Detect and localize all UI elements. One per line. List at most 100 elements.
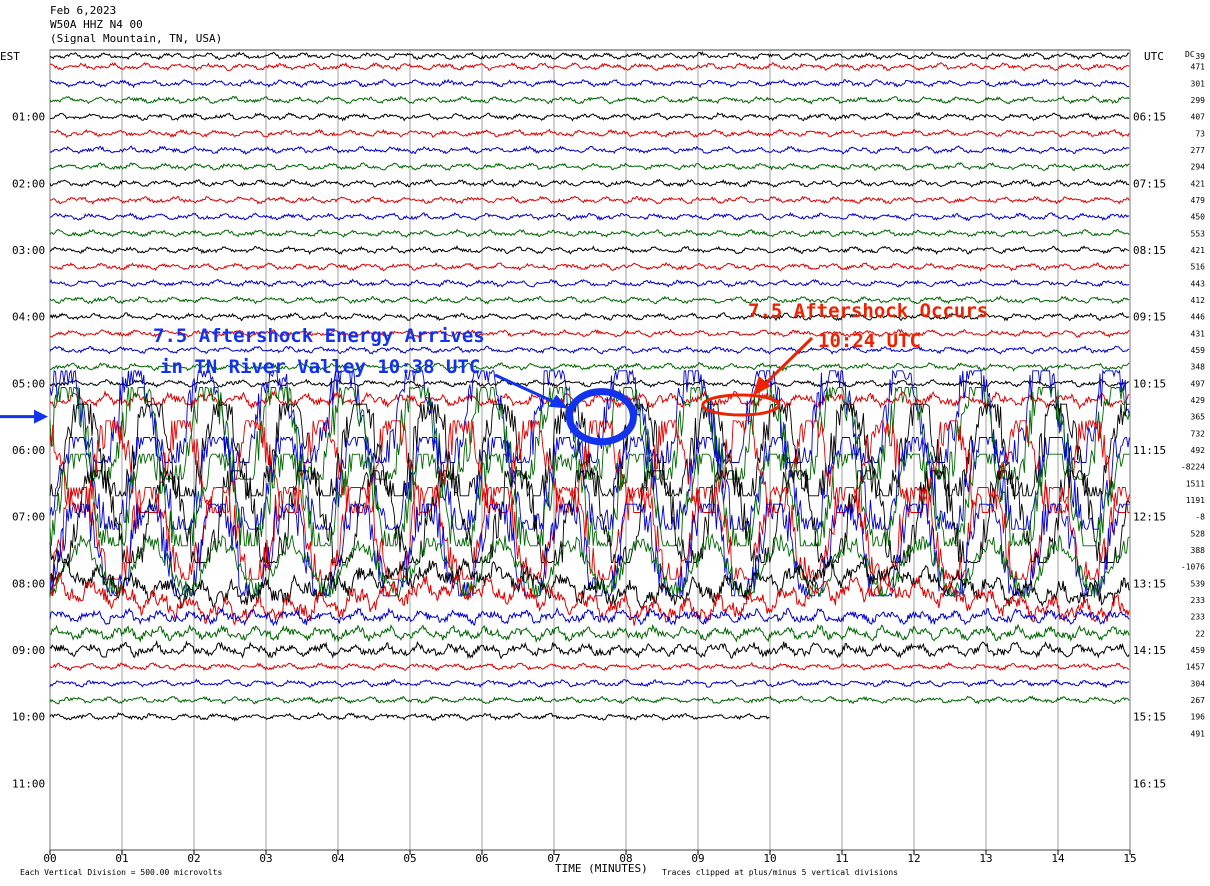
trace-row bbox=[49, 295, 1130, 305]
dc-offset-label: 471 bbox=[1191, 63, 1206, 72]
trace-row bbox=[49, 570, 1130, 626]
est-zone-label: EST bbox=[0, 50, 20, 63]
est-hour-label: 03:00 bbox=[12, 244, 45, 257]
utc-hour-label: 15:15 bbox=[1133, 711, 1166, 724]
dc-offset-label: 294 bbox=[1191, 163, 1206, 172]
arrival-text-line1: 7.5 Aftershock Energy Arrives bbox=[153, 325, 485, 347]
utc-hour-label: 07:15 bbox=[1133, 177, 1166, 190]
dc-offset-label: 388 bbox=[1191, 546, 1206, 555]
est-hour-label: 09:00 bbox=[12, 644, 45, 657]
dc-offset-label: 516 bbox=[1191, 263, 1206, 272]
dc-offset-label: 459 bbox=[1191, 646, 1206, 655]
trace-row bbox=[49, 639, 1130, 660]
x-tick-label: 14 bbox=[1051, 852, 1065, 865]
trace-row bbox=[49, 711, 770, 722]
dc-offset-label: 39 bbox=[1195, 52, 1205, 61]
dc-offset-label: 299 bbox=[1191, 96, 1206, 105]
dc-offset-label: 459 bbox=[1191, 346, 1206, 355]
dc-offset-label: 301 bbox=[1191, 79, 1206, 88]
dc-offset-label: 431 bbox=[1191, 329, 1206, 338]
est-hour-label: 06:00 bbox=[12, 444, 45, 457]
occurrence-ellipse bbox=[701, 393, 781, 417]
trace-row bbox=[49, 328, 1130, 338]
est-hour-label: 08:00 bbox=[12, 577, 45, 590]
x-tick-label: 01 bbox=[115, 852, 128, 865]
dc-header-label: DC bbox=[1185, 50, 1195, 59]
x-tick-label: 02 bbox=[187, 852, 200, 865]
est-hour-label: 04:00 bbox=[12, 311, 45, 324]
trace-row bbox=[50, 211, 1130, 222]
dc-offset-label: 412 bbox=[1191, 296, 1206, 305]
dc-offset-label: 497 bbox=[1191, 379, 1206, 388]
trace-row bbox=[49, 145, 1130, 155]
utc-hour-labels: 06:15 07:15 08:15 09:15 10:15 11:15 12:15 13:15… bbox=[1133, 111, 1166, 791]
trace-row bbox=[49, 389, 1130, 410]
occurs-text-line2: 10:24 UTC bbox=[818, 330, 921, 352]
trace-row bbox=[49, 452, 1130, 548]
est-hour-label: 05:00 bbox=[12, 377, 45, 390]
est-hour-labels: 01:00 02:00 03:00 04:00 05:00 06:00 07:00 08:00… bbox=[12, 111, 45, 791]
dc-offset-label: 407 bbox=[1191, 113, 1206, 122]
chart-traces bbox=[49, 50, 1130, 722]
trace-row bbox=[49, 485, 1130, 581]
x-tick-label: 00 bbox=[43, 852, 56, 865]
trace-row bbox=[49, 162, 1130, 172]
dc-offset-label: 348 bbox=[1191, 363, 1206, 372]
est-hour-label: 02:00 bbox=[12, 177, 45, 190]
utc-hour-label: 13:15 bbox=[1133, 577, 1166, 590]
est-hour-label: 11:00 bbox=[12, 777, 45, 790]
trace-row bbox=[49, 62, 1130, 72]
header-date: Feb 6,2023 bbox=[50, 4, 117, 17]
trace-row bbox=[49, 311, 1130, 322]
x-tick-label: 07 bbox=[547, 852, 560, 865]
x-tick-label: 03 bbox=[259, 852, 272, 865]
trace-row bbox=[49, 95, 1130, 105]
dc-offset-label: 304 bbox=[1191, 679, 1206, 688]
trace-row bbox=[49, 435, 1130, 531]
dc-offset-label: 553 bbox=[1191, 229, 1206, 238]
dc-offset-label: 429 bbox=[1191, 396, 1206, 405]
est-hour-label: 10:00 bbox=[12, 711, 45, 724]
occurs-arrowhead bbox=[752, 376, 771, 396]
dc-offset-label: 1191 bbox=[1186, 496, 1205, 505]
dc-offset-label: 1457 bbox=[1186, 663, 1205, 672]
dc-offset-label: 365 bbox=[1191, 413, 1206, 422]
x-tick-labels: 00 01 02 03 04 05 06 07 08 09 10 11 12 13 14 15 bbox=[43, 852, 1136, 865]
utc-hour-label: 09:15 bbox=[1133, 311, 1166, 324]
trace-row bbox=[49, 369, 1130, 465]
header-station: W50A HHZ N4 00 bbox=[50, 18, 143, 31]
trace-row bbox=[49, 402, 1130, 498]
trace-row bbox=[49, 385, 1130, 481]
dc-offset-label: 233 bbox=[1191, 596, 1206, 605]
trace-row bbox=[49, 362, 1130, 372]
trace-row bbox=[49, 262, 1130, 272]
trace-row bbox=[49, 378, 1130, 388]
utc-zone-label: UTC bbox=[1144, 50, 1164, 63]
x-tick-label: 13 bbox=[979, 852, 992, 865]
trace-row bbox=[49, 111, 1130, 122]
trace-row bbox=[49, 554, 1130, 610]
trace-row bbox=[49, 245, 1130, 256]
dc-offset-label: -1076 bbox=[1181, 563, 1205, 572]
left-arrowhead bbox=[34, 409, 48, 424]
dc-offset-label: 277 bbox=[1191, 146, 1206, 155]
trace-row bbox=[49, 128, 1130, 138]
dc-offset-label: 196 bbox=[1191, 713, 1206, 722]
arrival-circle bbox=[565, 388, 637, 446]
trace-row bbox=[49, 606, 1130, 627]
trace-row bbox=[49, 661, 1130, 672]
dc-offset-label: 73 bbox=[1195, 129, 1205, 138]
trace-row bbox=[49, 533, 1130, 599]
dc-offset-label: -8 bbox=[1195, 513, 1205, 522]
dc-offset-label: 446 bbox=[1191, 313, 1206, 322]
trace-row bbox=[49, 695, 1130, 705]
dc-offset-label: 267 bbox=[1191, 696, 1206, 705]
utc-hour-label: 16:15 bbox=[1133, 777, 1166, 790]
x-axis-label: TIME (MINUTES) bbox=[555, 862, 648, 875]
annotations: 7.5 Aftershock Energy Arrives in TN Rive… bbox=[0, 300, 988, 446]
scale-note: Each Vertical Division = 500.00 microvol… bbox=[20, 868, 222, 877]
trace-row bbox=[49, 345, 1130, 355]
x-tick-label: 08 bbox=[619, 852, 632, 865]
trace-row bbox=[49, 623, 1130, 644]
